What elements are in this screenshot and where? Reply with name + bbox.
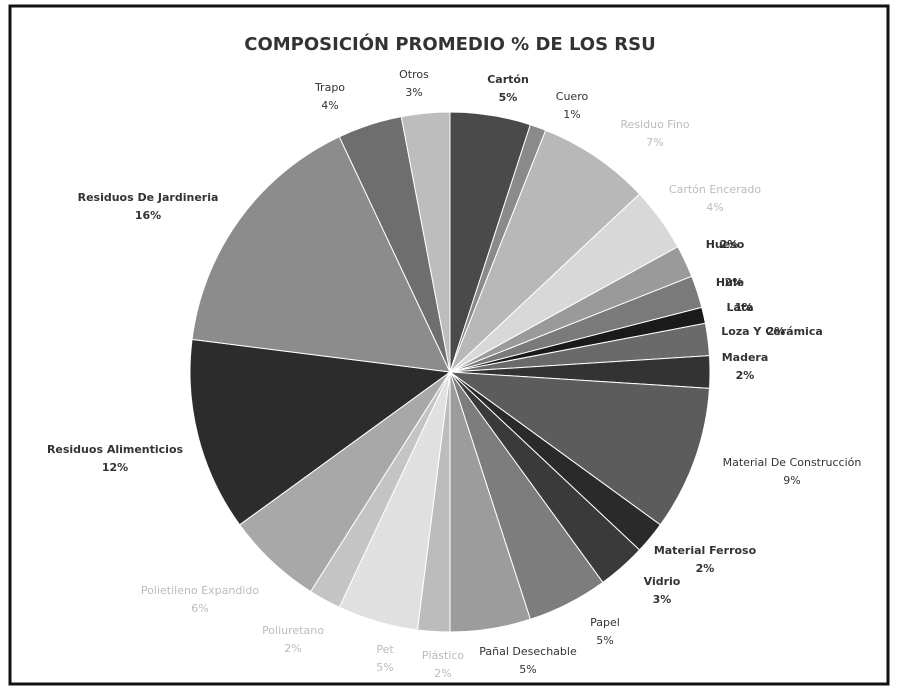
slice-value-label: 2% <box>434 667 451 680</box>
pie-slice <box>191 136 451 373</box>
slice-label: Vidrio <box>644 575 681 588</box>
chart-title: COMPOSICIÓN PROMEDIO % DE LOS RSU <box>244 33 656 55</box>
pie-slice <box>189 338 452 526</box>
slice-value-label: 2% <box>720 238 739 251</box>
slice-label: Residuos Alimenticios <box>47 443 184 456</box>
pie-slice <box>400 111 451 373</box>
slice-value-label: 2% <box>736 369 755 382</box>
slice-value-label: 5% <box>596 634 613 647</box>
slice-value-label: 7% <box>646 136 663 149</box>
slice-value-label: 3% <box>653 593 672 606</box>
slice-value-label: 2% <box>284 642 301 655</box>
slice-label: Hueso <box>706 238 745 251</box>
slice-value-label: 3% <box>405 86 422 99</box>
slice-label: Madera <box>722 351 769 364</box>
slice-label: Plástico <box>422 649 465 662</box>
slice-value-label: 2% <box>696 562 715 575</box>
slice-label: Loza Y Cerámica <box>721 325 823 338</box>
slice-label: Cuero <box>556 90 589 103</box>
slice-value-label: 5% <box>499 91 518 104</box>
slice-value-label: 5% <box>376 661 393 674</box>
slice-value-label: 2% <box>725 276 744 289</box>
slice-value-label: 1% <box>735 301 754 314</box>
slice-label: Otros <box>399 68 429 81</box>
slice-label: Poliuretano <box>262 624 324 637</box>
slice-value-label: 5% <box>519 663 536 676</box>
pie-slice <box>449 129 641 373</box>
slice-value-label: 12% <box>102 461 128 474</box>
slice-label: Material Ferroso <box>654 544 757 557</box>
slice-value-label: 6% <box>191 602 208 615</box>
slice-label: Cartón Encerado <box>669 183 761 196</box>
slice-label: Hule <box>716 276 744 289</box>
slice-label: Pañal Desechable <box>479 645 577 658</box>
slice-label: Material De Construcción <box>723 456 862 469</box>
slice-label: Residuos De Jardineria <box>78 191 219 204</box>
slice-value-label: 2% <box>767 325 786 338</box>
slice-value-label: 4% <box>321 99 338 112</box>
slice-value-label: 16% <box>135 209 161 222</box>
slice-label: Lata <box>726 301 753 314</box>
slice-value-label: 9% <box>783 474 800 487</box>
slice-value-label: 4% <box>706 201 723 214</box>
slice-label: Papel <box>590 616 620 629</box>
slice-label: Trapo <box>314 81 345 94</box>
slice-label: Residuo Fino <box>620 118 689 131</box>
slice-label: Polietileno Expandido <box>141 584 259 597</box>
slice-label: Pet <box>376 643 394 656</box>
pie-slice <box>448 371 711 526</box>
slice-value-label: 1% <box>563 108 580 121</box>
slice-label: Cartón <box>487 73 529 86</box>
